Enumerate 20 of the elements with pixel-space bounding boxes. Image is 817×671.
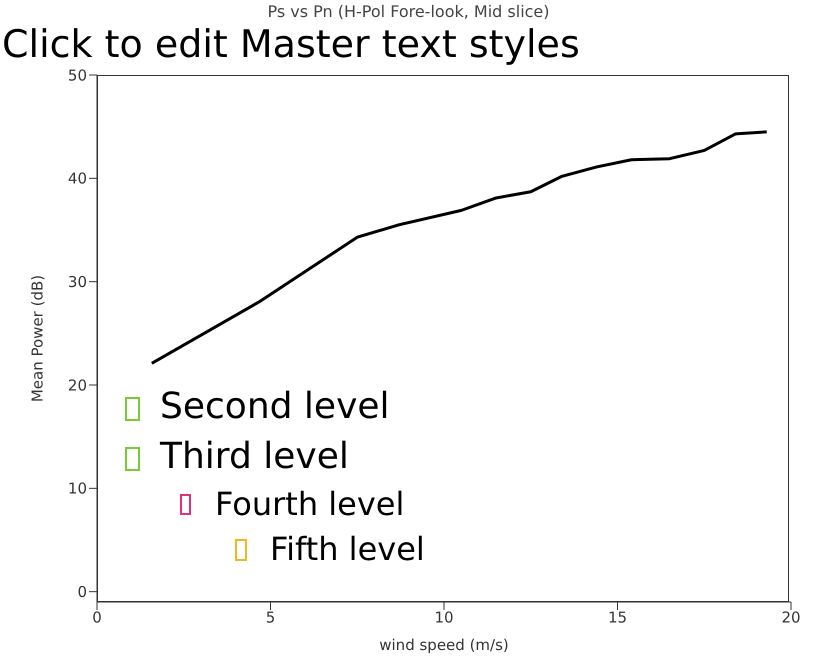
x-tick-label: 0 [92,608,102,627]
x-tick-label: 5 [266,608,276,627]
line-series [150,130,768,365]
y-tick-label: 10 [68,480,87,498]
y-tick-label: 0 [77,582,87,601]
y-tick-label: 50 [68,66,87,84]
y-tick-label: 30 [68,272,87,291]
annotation: Second level [160,385,390,428]
y-axis-title: Mean Power (dB) [28,274,46,402]
annotation: Third level [160,435,349,478]
x-axis-title: wind speed (m/s) [379,636,509,654]
x-tick-label: 10 [434,608,454,627]
chart-title: Ps vs Pn (H-Pol Fore-look, Mid slice) [266,2,551,21]
y-tick-label: 20 [68,376,87,394]
text: Click to edit Master text styles [2,22,580,68]
annotation: Fifth level [270,530,425,568]
y-tick-label: 40 [68,170,87,188]
x-tick-label: 15 [608,608,628,627]
x-tick-label: 20 [781,608,801,627]
annotation: Fourth level [215,485,404,524]
